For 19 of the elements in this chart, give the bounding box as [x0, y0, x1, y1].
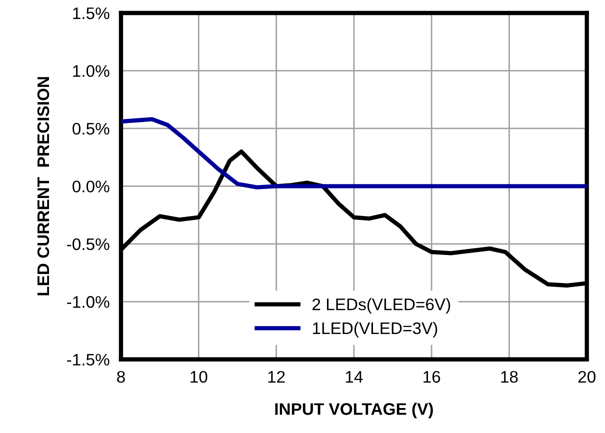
y-tick-label: -1.0%: [67, 296, 110, 308]
legend-label: 2 LEDs(VLED=6V): [312, 298, 450, 314]
line-series: [121, 117, 587, 190]
x-tick-label: 10: [190, 370, 208, 383]
x-tick-label: 12: [268, 370, 285, 383]
y-tick-label: -0.5%: [67, 238, 110, 250]
x-tick-label: 8: [117, 370, 125, 383]
x-tick-label: 18: [501, 370, 518, 383]
x-axis-title: INPUT VOLTAGE (V): [275, 402, 433, 418]
y-axis-title: LED CURRENT PRECISION: [37, 77, 50, 296]
x-tick-label: 16: [424, 370, 440, 383]
legend-label: 1LED(VLED=3V): [312, 322, 438, 338]
y-tick-label: 1.0%: [73, 65, 110, 77]
y-tick-label: -1.5%: [67, 354, 110, 366]
y-tick-label: 0.5%: [72, 122, 110, 135]
y-tick-label: 0.0%: [72, 180, 110, 192]
x-tick-label: 20: [578, 370, 596, 383]
x-tick-label: 14: [346, 371, 363, 383]
y-tick-label: 1.5%: [73, 7, 110, 20]
